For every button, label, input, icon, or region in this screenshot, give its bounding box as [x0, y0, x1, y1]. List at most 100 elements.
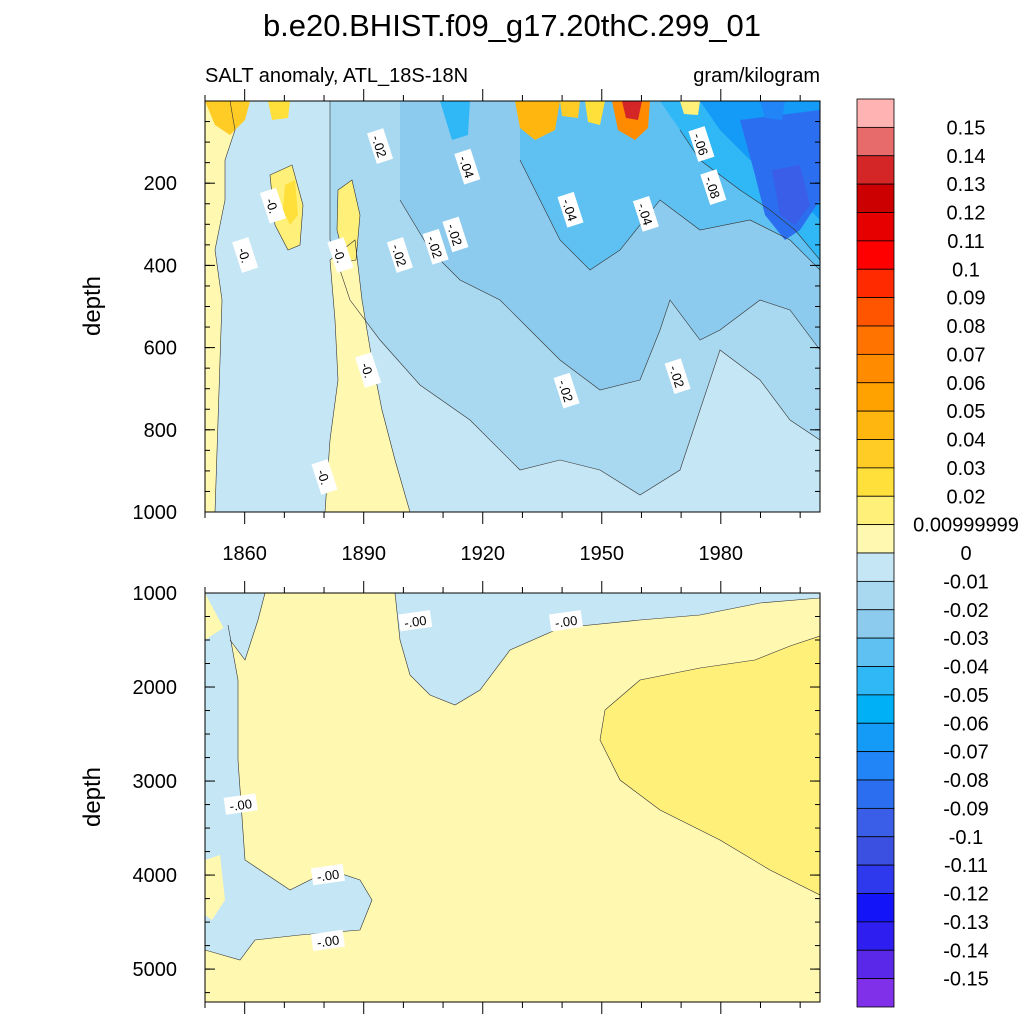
colorbar-label: 0.14 [947, 146, 986, 168]
lower-y-axis-label: depth [79, 767, 106, 827]
colorbar-swatch [856, 268, 895, 299]
contour-label-text: -.00 [554, 613, 578, 631]
contour-label-text: -.00 [316, 867, 340, 885]
lower-contour-labels: -.00 -.00 -.00 -.00 -.00 [223, 610, 584, 952]
chart-title: b.e20.BHIST.f09_g17.20thC.299_01 [263, 8, 761, 43]
x-tick-label: 1980 [699, 543, 744, 565]
colorbar-label: -0.09 [943, 798, 989, 820]
colorbar-swatch [856, 666, 895, 696]
lower-plot-frame [204, 592, 821, 1003]
colorbar-swatch [856, 864, 895, 894]
y-tick-label: 800 [144, 420, 177, 442]
colorbar-swatch [856, 297, 895, 327]
colorbar-swatch [856, 722, 895, 753]
x-tick-label: 1890 [341, 543, 386, 565]
colorbar-swatch [856, 524, 895, 554]
colorbar-swatch [856, 155, 895, 185]
x-tick-label: 1950 [580, 543, 625, 565]
contour-label-text: -0. [262, 196, 281, 215]
colorbar-label: 0.03 [947, 458, 986, 480]
contour-label-text: -0. [330, 246, 349, 265]
y-tick-label: 200 [144, 173, 177, 195]
colorbar-swatch [856, 751, 895, 781]
contour-label-text: -.02 [444, 222, 465, 248]
contour-label-text: -0. [314, 468, 333, 487]
lower-y-axis: 1000 2000 3000 4000 5000 [133, 583, 820, 994]
colorbar-swatch [856, 325, 895, 355]
colorbar-swatch [856, 410, 895, 440]
colorbar-swatch [856, 183, 895, 213]
colorbar-swatch [856, 921, 895, 951]
contour-label: -.02 [367, 128, 394, 164]
contour-label-text: -.08 [702, 174, 723, 200]
colorbar-swatch [856, 98, 895, 128]
contour-label: -.02 [664, 358, 691, 395]
upper-y-axis-label: depth [79, 276, 106, 336]
contour-label-text: -0. [358, 361, 377, 380]
contour-label: -.00 [548, 610, 584, 632]
colorbar-label: -0.15 [943, 969, 989, 991]
contour-label: -.04 [454, 148, 481, 185]
colorbar-swatch [856, 978, 895, 1008]
colorbar-label: -0.12 [943, 884, 989, 906]
upper-panel: 200 400 600 800 1000 1860 1890 1920 1950 1980 -.… [79, 89, 821, 565]
contour-label-text: -.04 [559, 197, 580, 223]
colorbar-label: -0.14 [943, 940, 989, 962]
colorbar-swatch [856, 949, 895, 980]
contour-label-text: -.00 [316, 932, 340, 950]
y-tick-label: 1000 [133, 502, 178, 524]
contour-label: -.02 [553, 372, 580, 409]
contour-label-text: -.00 [229, 796, 253, 814]
contour-label-text: -.02 [388, 242, 409, 268]
contour-label-text: -.02 [555, 378, 576, 404]
contour-label-text: -0. [235, 246, 254, 265]
colorbar: 0.15 0.14 0.13 0.12 0.11 0.1 0.09 0.08 0.07 0.06 0… [856, 98, 1019, 1008]
upper-y-axis: 200 400 600 800 1000 [133, 100, 820, 524]
colorbar-swatch [856, 779, 895, 809]
colorbar-swatch [856, 126, 895, 157]
contour-label: -.00 [223, 793, 258, 815]
lower-contour-fill [205, 593, 820, 1002]
y-tick-label: 4000 [133, 865, 178, 887]
colorbar-swatch [856, 694, 895, 724]
colorbar-label: 0.06 [947, 373, 986, 395]
contour-label-text: -.02 [369, 133, 390, 159]
colorbar-label: -0.13 [943, 912, 989, 934]
upper-contour-labels: -.02 -.04 -0. -.04 -.04 -.06 -.08 -.02 -.02 -.02 -… [232, 126, 727, 495]
colorbar-label: 0.00999999 [913, 515, 1019, 537]
contour-label: -.04 [632, 196, 659, 232]
colorbar-label: 0.05 [947, 401, 986, 423]
colorbar-label: -0.02 [943, 600, 989, 622]
colorbar-swatch [856, 495, 895, 526]
subtitle-left: SALT anomaly, ATL_18S-18N [205, 65, 468, 87]
colorbar-swatch [856, 382, 895, 412]
contour-label-text: -.04 [634, 201, 655, 227]
contour-label: -.04 [557, 191, 584, 228]
colorbar-label: -0.04 [943, 657, 989, 679]
colorbar-swatch [856, 552, 895, 582]
upper-contour-fill [205, 101, 820, 512]
contour-label: -.06 [688, 126, 715, 162]
subtitle-units: gram/kilogram [693, 65, 820, 87]
colorbar-label: 0 [960, 543, 971, 565]
colorbar-label: 0.1 [952, 259, 980, 281]
contour-label: -.08 [700, 169, 727, 205]
contour-label-text: -.02 [666, 364, 687, 390]
y-tick-label: 5000 [133, 959, 178, 981]
x-tick-label: 1920 [460, 543, 505, 565]
colorbar-label: -0.01 [943, 571, 989, 593]
contour-label: -.00 [310, 929, 345, 952]
colorbar-label: -0.05 [943, 685, 989, 707]
colorbar-label: 0.12 [947, 203, 986, 225]
lower-contour-lines [205, 593, 820, 961]
colorbar-swatch [856, 212, 895, 242]
contour-label-text: -.04 [456, 154, 477, 180]
colorbar-swatch [856, 580, 895, 611]
contour-label: -0. [311, 459, 338, 495]
y-tick-label: 400 [144, 255, 177, 277]
colorbar-swatch [856, 240, 895, 270]
contour-label: -.02 [386, 237, 413, 273]
contour-label-text: -.00 [403, 613, 427, 631]
